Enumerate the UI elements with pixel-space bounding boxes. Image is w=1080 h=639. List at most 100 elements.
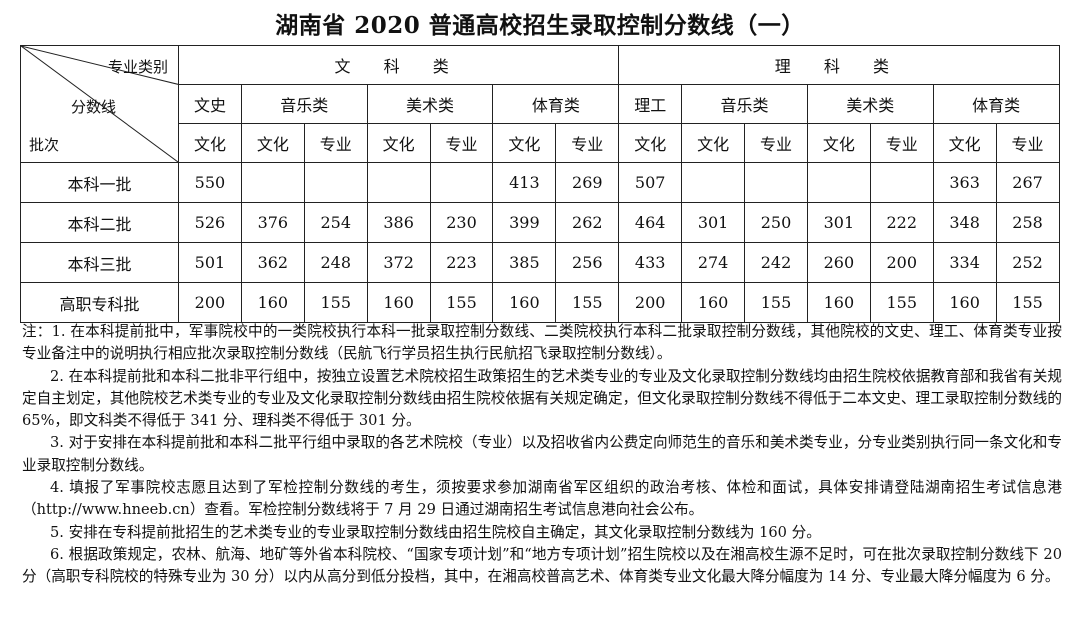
column-header: 专业 <box>744 123 808 163</box>
score-cell: 242 <box>744 242 808 283</box>
score-cell: 301 <box>806 202 871 243</box>
subgroup-header: 体育类 <box>932 84 1060 124</box>
score-cell: 254 <box>303 202 368 243</box>
subgroup-header: 体育类 <box>492 84 620 124</box>
score-cell: 334 <box>932 242 997 283</box>
subgroup-header: 理工 <box>618 84 683 124</box>
score-cell: 274 <box>681 242 746 283</box>
score-cell: 155 <box>303 282 368 323</box>
score-cell: 526 <box>178 202 242 243</box>
score-cell: 550 <box>178 162 242 203</box>
corner-header-cell: 专业类别 分数线 批次 <box>20 45 179 163</box>
score-cell: 155 <box>555 282 620 323</box>
batch-label: 本科三批 <box>20 242 179 283</box>
score-cell: 155 <box>995 282 1060 323</box>
note-5: 5. 安排在专科提前批招生的艺术类专业的专业录取控制分数线由招生院校自主确定，其… <box>50 523 821 541</box>
score-cell: 160 <box>240 282 305 323</box>
score-cell: 413 <box>492 162 557 203</box>
score-cell: 258 <box>995 202 1060 243</box>
score-cell: 372 <box>366 242 431 283</box>
score-cell: 160 <box>806 282 871 323</box>
column-header: 文化 <box>492 123 557 163</box>
column-header: 文化 <box>366 123 431 163</box>
score-table: 专业类别 分数线 批次 文 科 类 理 科 类 文史 音乐类 美术类 体育类 理… <box>20 45 1060 323</box>
column-header: 专业 <box>303 123 368 163</box>
column-header: 文化 <box>806 123 871 163</box>
corner-label-batch: 批次 <box>29 136 60 154</box>
table-row: 高职专科批 200 160 155 160 155 160 155 200 160 155 160 15… <box>20 282 1060 323</box>
score-cell: 464 <box>618 202 683 243</box>
score-cell: 160 <box>932 282 997 323</box>
score-cell: 155 <box>869 282 934 323</box>
score-cell: 362 <box>240 242 305 283</box>
corner-label-category: 专业类别 <box>107 58 168 76</box>
score-cell: 200 <box>869 242 934 283</box>
score-cell: 200 <box>618 282 683 323</box>
score-cell: 200 <box>178 282 242 323</box>
note-1: 注：1. 在本科提前批中，军事院校中的一类院校执行本科一批录取控制分数线、二类院… <box>22 323 1062 363</box>
subgroup-header: 音乐类 <box>240 84 368 124</box>
score-cell <box>366 162 431 203</box>
score-cell <box>240 162 305 203</box>
score-cell: 160 <box>492 282 557 323</box>
score-cell: 260 <box>806 242 871 283</box>
score-cell: 301 <box>681 202 746 243</box>
score-cell <box>806 162 871 203</box>
note-6: 6. 根据政策规定，农林、航海、地矿等外省本科院校、“国家专项计划”和“地方专项… <box>22 545 1062 586</box>
subgroup-header: 音乐类 <box>681 84 808 124</box>
group-header-science: 理 科 类 <box>618 45 1060 85</box>
score-cell <box>744 162 808 203</box>
score-cell: 433 <box>618 242 683 283</box>
score-cell: 507 <box>618 162 683 203</box>
score-cell: 262 <box>555 202 620 243</box>
score-cell <box>303 162 368 203</box>
score-cell: 256 <box>555 242 620 283</box>
subgroup-header: 美术类 <box>806 84 934 124</box>
score-cell: 222 <box>869 202 934 243</box>
table-row: 本科一批 550 413 269 507 363 267 <box>20 162 1060 203</box>
table-row: 本科二批 526 376 254 386 230 399 262 464 301 250 301 222… <box>20 202 1060 243</box>
column-header: 文化 <box>932 123 997 163</box>
score-cell: 230 <box>429 202 494 243</box>
column-header: 文化 <box>240 123 305 163</box>
score-cell: 160 <box>366 282 431 323</box>
score-cell: 155 <box>429 282 494 323</box>
score-cell <box>869 162 934 203</box>
score-cell: 267 <box>995 162 1060 203</box>
column-header: 专业 <box>555 123 620 163</box>
table-row: 本科三批 501 362 248 372 223 385 256 433 274 242 260 200… <box>20 242 1060 283</box>
subgroup-header: 美术类 <box>366 84 494 124</box>
page-title: 湖南省 2020 普通高校招生录取控制分数线（一） <box>275 12 805 39</box>
column-header: 文化 <box>178 123 242 163</box>
note-2: 2. 在本科提前批和本科二批非平行组中，按独立设置艺术院校招生政策招生的艺术类专… <box>22 367 1062 430</box>
column-header: 专业 <box>995 123 1060 163</box>
batch-label: 本科二批 <box>20 202 179 243</box>
score-cell: 160 <box>681 282 746 323</box>
note-3: 3. 对于安排在本科提前批和本科二批平行组中录取的各艺术院校（专业）以及招收省内… <box>22 434 1062 474</box>
score-cell <box>681 162 746 203</box>
corner-label-score: 分数线 <box>71 98 117 116</box>
batch-label: 本科一批 <box>20 162 179 203</box>
score-cell: 269 <box>555 162 620 203</box>
batch-label: 高职专科批 <box>20 282 179 323</box>
diagonal-lines <box>21 46 178 162</box>
column-header: 专业 <box>869 123 934 163</box>
notes: 注：1. 在本科提前批中，军事院校中的一类院校执行本科一批录取控制分数线、二类院… <box>22 321 1062 589</box>
score-cell: 248 <box>303 242 368 283</box>
column-header: 文化 <box>618 123 683 163</box>
score-cell: 501 <box>178 242 242 283</box>
score-cell: 376 <box>240 202 305 243</box>
score-cell: 250 <box>744 202 808 243</box>
score-cell: 348 <box>932 202 997 243</box>
column-header: 专业 <box>429 123 494 163</box>
score-cell: 155 <box>744 282 808 323</box>
column-header: 文化 <box>681 123 746 163</box>
score-cell: 386 <box>366 202 431 243</box>
subgroup-header: 文史 <box>178 84 242 124</box>
score-cell <box>429 162 494 203</box>
score-cell: 252 <box>995 242 1060 283</box>
score-cell: 223 <box>429 242 494 283</box>
score-cell: 385 <box>492 242 557 283</box>
score-cell: 399 <box>492 202 557 243</box>
score-cell: 363 <box>932 162 997 203</box>
